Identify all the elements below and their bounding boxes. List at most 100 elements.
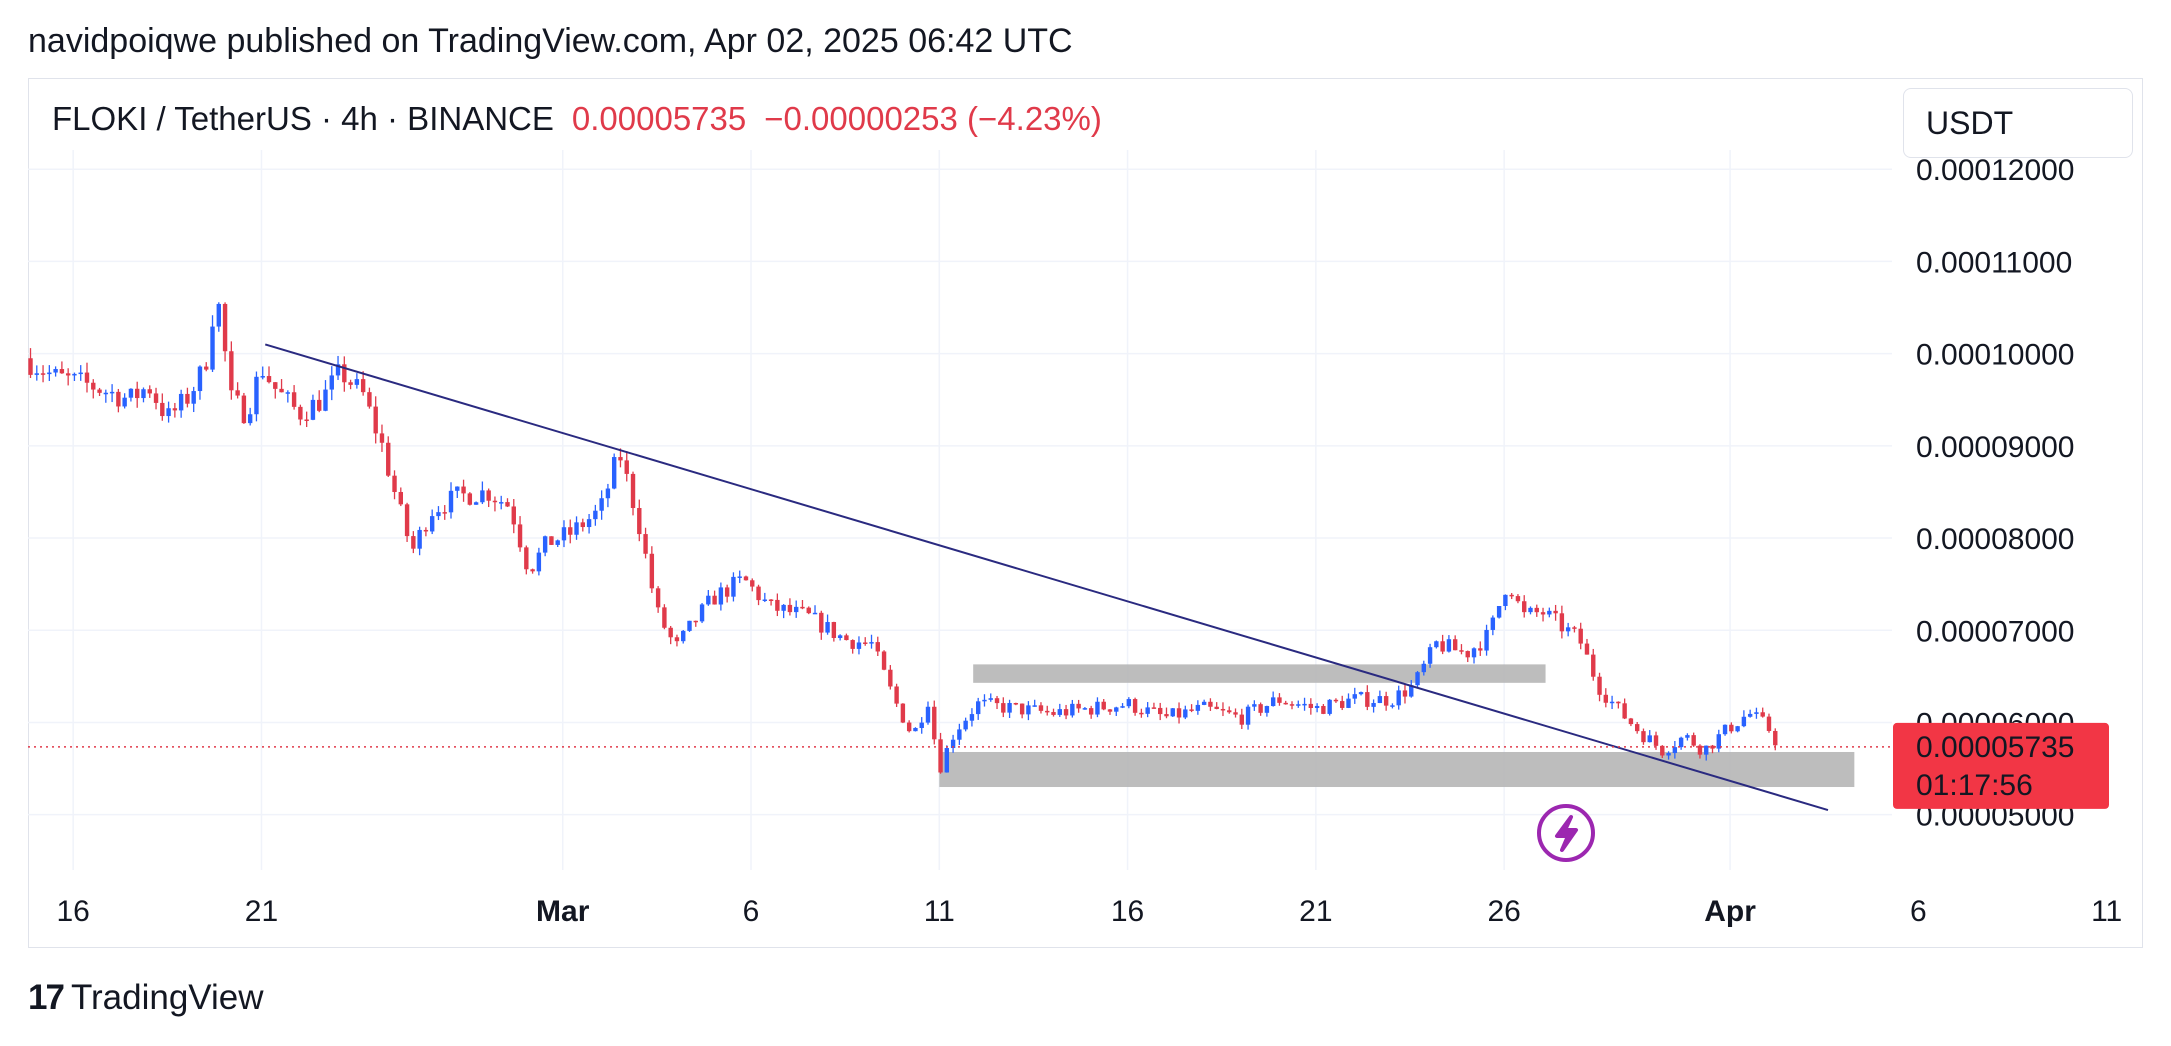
x-tick-label: 11 xyxy=(924,895,955,928)
candle-body xyxy=(630,473,636,509)
candle-body xyxy=(1666,753,1671,756)
candle-body xyxy=(1515,596,1521,602)
candle-body xyxy=(386,442,391,476)
candle-body xyxy=(436,512,441,517)
last-price-badge: 0.00005735 01:17:56 xyxy=(1893,722,2109,809)
x-tick-label: 26 xyxy=(1487,895,1520,928)
candle-body xyxy=(712,595,717,605)
candle-body xyxy=(919,722,924,729)
candle-body xyxy=(1032,705,1037,707)
candle-body xyxy=(1007,702,1012,713)
candle-body xyxy=(1704,745,1709,755)
candle-body xyxy=(618,457,623,461)
candle-body xyxy=(1176,708,1182,718)
upper-range-zone[interactable] xyxy=(973,664,1546,683)
candle-body xyxy=(373,406,378,434)
candle-body xyxy=(1509,594,1514,597)
candle-body xyxy=(310,399,316,420)
candle-body xyxy=(335,364,341,376)
y-tick-label: 0.00007000 xyxy=(1916,615,2075,648)
candle-body xyxy=(266,376,272,383)
candle-body xyxy=(737,576,742,578)
candle-body xyxy=(699,604,705,622)
candle-body xyxy=(1302,703,1307,706)
candle-body xyxy=(1233,712,1238,715)
x-tick-label: Mar xyxy=(536,895,590,928)
candle-body xyxy=(1440,641,1445,652)
candle-body xyxy=(580,522,586,528)
candle-body xyxy=(844,635,849,641)
candle-body xyxy=(1452,639,1458,651)
candle-body xyxy=(1158,707,1163,715)
flash-icon[interactable] xyxy=(1537,804,1595,862)
candle-body xyxy=(1584,643,1590,655)
tradingview-logo-icon: 17 xyxy=(28,978,65,1017)
currency-selector[interactable]: USDT xyxy=(1903,88,2133,158)
candle-body xyxy=(1490,617,1496,630)
candle-body xyxy=(28,358,33,375)
chart-frame xyxy=(28,78,2143,948)
candle-body xyxy=(304,419,309,422)
candle-body xyxy=(1434,641,1439,648)
candle-body xyxy=(925,706,931,723)
candle-body xyxy=(367,392,372,407)
candle-body xyxy=(160,402,165,417)
candle-body xyxy=(1220,708,1226,711)
bar-countdown: 01:17:56 xyxy=(1916,769,2033,802)
candle-body xyxy=(649,553,655,589)
candle-body xyxy=(781,604,786,611)
candle-body xyxy=(888,669,893,687)
candle-body xyxy=(1710,745,1715,749)
candle-body xyxy=(1239,714,1244,725)
candle-body xyxy=(1534,607,1539,613)
candle-body xyxy=(1522,601,1527,613)
candle-body xyxy=(1189,709,1194,711)
candle-body xyxy=(72,373,77,376)
x-tick-label: 6 xyxy=(1910,895,1927,928)
candle-body xyxy=(693,620,698,623)
candle-body xyxy=(881,651,887,670)
candle-body xyxy=(555,540,560,545)
candle-body xyxy=(1195,704,1201,711)
candle-body xyxy=(1634,724,1640,732)
candle-body xyxy=(787,604,793,613)
candle-body xyxy=(1164,714,1169,717)
candle-body xyxy=(536,552,542,572)
candle-body xyxy=(1396,690,1401,706)
candle-body xyxy=(863,642,868,644)
flash-icon-bolt xyxy=(1555,815,1578,852)
candle-body xyxy=(850,640,855,649)
candle-body xyxy=(1321,705,1326,714)
candle-body xyxy=(1678,737,1684,748)
candle-body xyxy=(1459,650,1464,652)
candle-body xyxy=(1747,713,1753,717)
candle-body xyxy=(1340,701,1345,708)
candle-body xyxy=(379,433,385,443)
candle-body xyxy=(599,498,604,511)
support-zone[interactable] xyxy=(939,751,1855,788)
candle-body xyxy=(568,527,573,535)
candle-body xyxy=(1653,735,1659,746)
candle-body xyxy=(285,392,291,394)
candle-body xyxy=(191,391,196,404)
candle-body xyxy=(404,504,410,537)
candle-body xyxy=(1183,709,1188,718)
candle-body xyxy=(1628,718,1634,725)
candle-body xyxy=(241,395,247,424)
candle-body xyxy=(153,393,159,403)
x-tick-label: 21 xyxy=(1299,895,1332,928)
candle-body xyxy=(1465,651,1470,658)
flash-icon-circle xyxy=(1537,804,1595,862)
candle-body xyxy=(944,748,950,773)
candle-body xyxy=(97,389,102,393)
candle-body xyxy=(116,391,121,407)
tradingview-logo[interactable]: 17 TradingView xyxy=(28,978,264,1018)
candle-body xyxy=(542,536,548,553)
candle-body xyxy=(1001,703,1006,713)
y-tick-label: 0.00009000 xyxy=(1916,431,2075,464)
candle-body xyxy=(1314,705,1320,709)
x-tick-label: 11 xyxy=(2091,895,2122,928)
candle-body xyxy=(806,607,811,614)
candle-body xyxy=(473,502,479,505)
